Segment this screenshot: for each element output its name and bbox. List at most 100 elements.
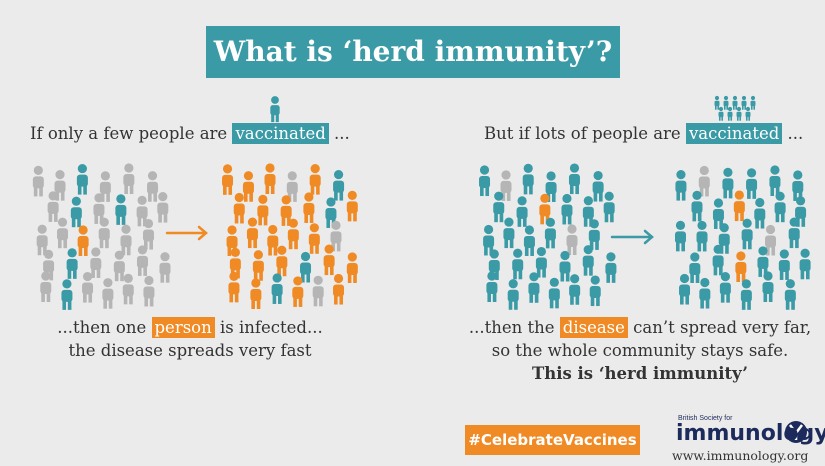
highlight: vaccinated	[232, 123, 328, 144]
person	[486, 271, 497, 302]
person	[715, 96, 720, 110]
person	[769, 165, 780, 196]
caption-line: the disease spreads very fast	[30, 339, 350, 362]
person	[143, 276, 154, 307]
left-caption: ...then one person is infected... the di…	[30, 316, 350, 362]
person	[253, 250, 264, 281]
person	[309, 223, 320, 254]
person	[590, 275, 601, 306]
person	[742, 96, 747, 110]
person	[734, 190, 745, 221]
person	[528, 272, 539, 303]
person	[61, 279, 72, 310]
person	[250, 278, 261, 309]
person	[121, 225, 132, 256]
person	[524, 225, 535, 256]
person	[310, 164, 321, 195]
person	[722, 168, 733, 199]
person	[604, 192, 615, 223]
text: If only a few people are	[30, 124, 227, 143]
person	[589, 219, 600, 250]
text: is infected...	[220, 318, 323, 337]
person	[123, 163, 134, 194]
person	[763, 271, 774, 302]
person	[785, 279, 796, 310]
person	[267, 225, 278, 256]
person	[102, 278, 113, 309]
person	[679, 274, 690, 305]
person	[691, 191, 702, 222]
person	[479, 165, 490, 196]
person	[40, 271, 51, 302]
person	[728, 107, 733, 121]
person	[48, 191, 59, 222]
person	[754, 198, 765, 229]
person	[719, 107, 724, 121]
person	[78, 225, 89, 256]
person	[147, 171, 158, 202]
person	[270, 96, 279, 122]
person	[99, 218, 110, 249]
person	[222, 164, 233, 195]
person	[689, 252, 700, 283]
arrow	[612, 231, 652, 243]
highlight: disease	[560, 317, 628, 338]
text: can’t spread very far,	[633, 318, 811, 337]
logo: immunology	[676, 421, 825, 446]
person	[545, 218, 556, 249]
person	[713, 245, 724, 276]
arrow	[167, 227, 206, 239]
person	[512, 249, 523, 280]
person	[503, 217, 514, 248]
person	[724, 96, 729, 110]
person	[733, 96, 738, 110]
person	[347, 252, 358, 283]
person	[71, 197, 82, 228]
person	[228, 272, 239, 303]
person	[303, 192, 314, 223]
person	[115, 194, 126, 225]
caption-line: ...then one person is infected...	[30, 316, 350, 339]
person	[324, 244, 335, 275]
person	[559, 251, 570, 282]
person	[775, 192, 786, 223]
person	[737, 107, 742, 121]
person	[699, 166, 710, 197]
caption-line: This is ‘herd immunity’	[460, 362, 820, 385]
person	[347, 191, 358, 222]
person	[313, 276, 324, 307]
person	[90, 247, 101, 278]
person	[742, 219, 753, 250]
person	[67, 248, 78, 279]
person	[675, 221, 686, 252]
person	[699, 278, 710, 309]
person	[157, 192, 168, 223]
url: www.immunology.org	[672, 448, 808, 463]
person	[33, 166, 44, 197]
person	[751, 96, 756, 110]
person	[675, 170, 686, 201]
person	[569, 274, 580, 305]
person	[517, 196, 528, 227]
caption-line: so the whole community stays safe.	[460, 339, 820, 362]
person	[789, 217, 800, 248]
text: ...	[788, 124, 804, 143]
right-caption: ...then the disease can’t spread very fa…	[460, 316, 820, 385]
person	[143, 219, 154, 250]
person	[333, 170, 344, 201]
caption-line: ...then the disease can’t spread very fa…	[460, 316, 820, 339]
hashtag: #CelebrateVaccines	[465, 425, 640, 455]
person	[276, 246, 287, 277]
highlight: vaccinated	[686, 123, 782, 144]
right-heading: But if lots of people are vaccinated ...	[484, 124, 803, 143]
highlight: person	[152, 317, 215, 338]
person	[536, 247, 547, 278]
person	[605, 252, 616, 283]
person	[243, 171, 254, 202]
text: But if lots of people are	[484, 124, 681, 143]
person	[57, 218, 68, 249]
person	[720, 272, 731, 303]
person	[234, 193, 245, 224]
person	[779, 249, 790, 280]
person	[593, 171, 604, 202]
